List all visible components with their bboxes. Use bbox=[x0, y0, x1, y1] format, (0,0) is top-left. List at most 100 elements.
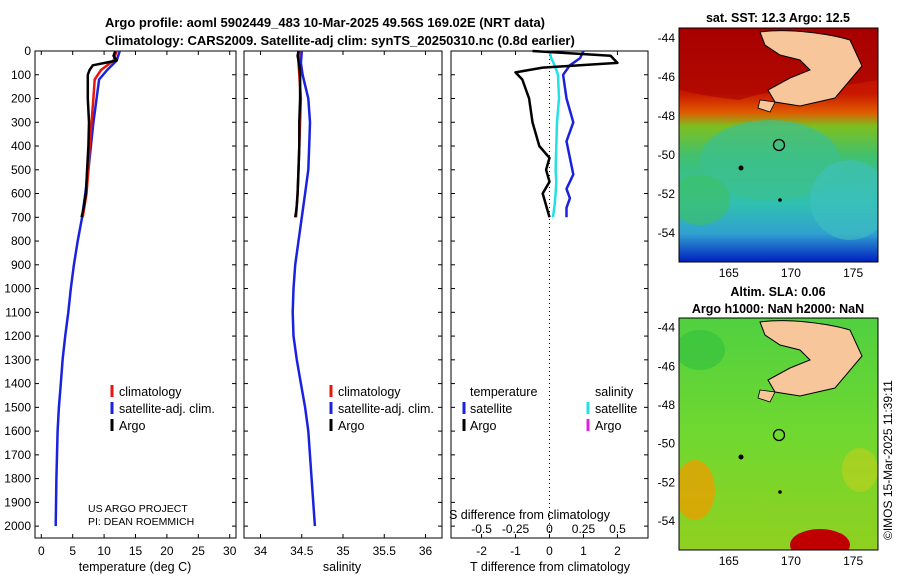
sst-field-patch bbox=[679, 175, 730, 225]
temperature-x-tick-label: 20 bbox=[160, 544, 174, 558]
difference-series-t-argo bbox=[514, 49, 619, 218]
sla-map-lon-tick-label: 165 bbox=[719, 554, 739, 568]
difference-x-tick-label: 0 bbox=[546, 544, 553, 558]
depth-tick-label: 1100 bbox=[5, 305, 31, 319]
t-difference-axis-label: T difference from climatology bbox=[470, 560, 631, 574]
difference-series-t-satellite bbox=[561, 50, 585, 218]
sla-map-frame bbox=[678, 317, 879, 551]
temperature-axis-label: temperature (deg C) bbox=[79, 560, 192, 574]
salinity-legend: climatology satellite-adj. clim. Argo bbox=[329, 385, 434, 433]
salinity-x-tick-label: 34.5 bbox=[290, 544, 314, 558]
depth-tick-label: 1600 bbox=[4, 424, 31, 438]
sla-anomaly-patch bbox=[679, 460, 715, 520]
sla-map bbox=[679, 318, 878, 550]
sla-map-lon-tick-label: 175 bbox=[843, 554, 863, 568]
depth-tick-label: 500 bbox=[11, 163, 31, 177]
sst-map-lat-tick-label: -50 bbox=[658, 148, 676, 162]
sla-map-lat-tick-label: -46 bbox=[658, 359, 676, 373]
difference-x-tick-label: -1 bbox=[510, 544, 521, 558]
salinity-axis-label: salinity bbox=[323, 560, 362, 574]
stewart-island-land bbox=[757, 389, 776, 403]
sst-map-lat-tick-label: -54 bbox=[658, 226, 676, 240]
sla-map-lat-tick-label: -50 bbox=[658, 437, 676, 451]
depth-tick-label: 1900 bbox=[4, 495, 31, 509]
temperature-x-tick-label: 0 bbox=[38, 544, 45, 558]
s-difference-tick-label: 0.25 bbox=[572, 522, 596, 536]
sla-map-lat-tick-label: -44 bbox=[658, 321, 676, 335]
difference-plot-frame bbox=[450, 50, 649, 539]
sst-map-lat-tick-label: -52 bbox=[658, 187, 676, 201]
new-zealand-land bbox=[759, 320, 863, 397]
legend-t-satellite-label: satellite bbox=[470, 402, 512, 416]
salinity-plot-frame bbox=[243, 50, 443, 539]
depth-tick-label: 200 bbox=[11, 92, 31, 106]
temperature-x-tick-label: 25 bbox=[192, 544, 206, 558]
temperature-x-tick-label: 30 bbox=[223, 544, 237, 558]
legend-t-argo-label: Argo bbox=[470, 419, 496, 433]
depth-tick-label: 400 bbox=[11, 139, 31, 153]
depth-tick-label: 1700 bbox=[4, 448, 31, 462]
sst-map-lat-tick-label: -48 bbox=[658, 109, 676, 123]
sst-map-lon-tick-label: 175 bbox=[843, 266, 863, 280]
argo-position-marker bbox=[772, 428, 786, 442]
difference-legend: temperature salinity satellite Argo sate… bbox=[462, 385, 637, 433]
title-line-1: Argo profile: aoml 5902449_483 10-Mar-20… bbox=[105, 15, 545, 30]
temperature-legend: climatology satellite-adj. clim. Argo bbox=[110, 385, 215, 433]
legend-satellite-label: satellite-adj. clim. bbox=[119, 402, 215, 416]
legend-climatology-label: climatology bbox=[119, 385, 182, 399]
title-line-2: Climatology: CARS2009. Satellite-adj cli… bbox=[105, 33, 575, 48]
temperature-x-tick-label: 15 bbox=[129, 544, 143, 558]
s-difference-tick-label: -0.25 bbox=[502, 522, 530, 536]
salinity-series-satellite-adj-clim- bbox=[291, 50, 317, 527]
temperature-plot-frame bbox=[34, 50, 237, 539]
sst-map-lon-tick-label: 165 bbox=[719, 266, 739, 280]
sla-map-title: Altim. SLA: 0.06 bbox=[730, 285, 825, 299]
salinity-x-tick-label: 34 bbox=[254, 544, 268, 558]
sla-map-lat-tick-label: -48 bbox=[658, 398, 676, 412]
s-difference-tick-label: 0 bbox=[546, 522, 553, 536]
s-difference-axis-label: S difference from climatology bbox=[449, 508, 611, 522]
s-difference-tick-label: -0.5 bbox=[471, 522, 492, 536]
sla-anomaly-patch bbox=[790, 529, 850, 550]
depth-tick-label: 1000 bbox=[4, 282, 31, 296]
temperature-x-tick-label: 5 bbox=[69, 544, 76, 558]
legend-argo-label: Argo bbox=[338, 419, 364, 433]
campbell-island-marker bbox=[778, 198, 782, 202]
sla-map-subtitle: Argo h1000: NaN h2000: NaN bbox=[692, 302, 864, 316]
sst-map-lat-tick-label: -44 bbox=[658, 31, 676, 45]
project-credit: US ARGO PROJECT bbox=[88, 503, 188, 515]
difference-x-tick-label: 2 bbox=[614, 544, 621, 558]
salinity-x-tick-label: 35.5 bbox=[373, 544, 397, 558]
legend-argo-label: Argo bbox=[119, 419, 145, 433]
legend-temperature-heading: temperature bbox=[470, 385, 537, 399]
sst-field-patch bbox=[700, 120, 840, 200]
depth-tick-label: 0 bbox=[24, 44, 31, 58]
sla-map-lon-tick-label: 170 bbox=[781, 554, 801, 568]
legend-salinity-heading: salinity bbox=[595, 385, 634, 399]
sla-map-lat-tick-label: -54 bbox=[658, 514, 676, 528]
sst-field-patch bbox=[810, 160, 878, 240]
depth-tick-label: 800 bbox=[11, 234, 31, 248]
depth-tick-label: 300 bbox=[11, 115, 31, 129]
campbell-island-marker bbox=[778, 490, 782, 494]
sla-map-lat-tick-label: -52 bbox=[658, 475, 676, 489]
sst-map bbox=[679, 28, 878, 262]
argo-position-marker bbox=[772, 138, 786, 152]
temperature-series-satellite-adj-clim- bbox=[54, 50, 121, 527]
new-zealand-land bbox=[759, 30, 863, 107]
difference-series-s-satellite bbox=[548, 50, 561, 218]
sst-map-title: sat. SST: 12.3 Argo: 12.5 bbox=[706, 11, 850, 25]
legend-satellite-label: satellite-adj. clim. bbox=[338, 402, 434, 416]
sst-map-lon-tick-label: 170 bbox=[781, 266, 801, 280]
pi-credit: PI: DEAN ROEMMICH bbox=[88, 516, 194, 528]
legend-s-argo-label: Argo bbox=[595, 419, 621, 433]
salinity-x-tick-label: 36 bbox=[419, 544, 433, 558]
difference-x-tick-label: -2 bbox=[476, 544, 487, 558]
depth-tick-label: 600 bbox=[11, 187, 31, 201]
temperature-x-tick-label: 10 bbox=[97, 544, 111, 558]
s-difference-tick-label: 0.5 bbox=[609, 522, 626, 536]
legend-s-satellite-label: satellite bbox=[595, 402, 637, 416]
depth-tick-label: 1800 bbox=[4, 472, 31, 486]
depth-tick-label: 1200 bbox=[4, 329, 31, 343]
